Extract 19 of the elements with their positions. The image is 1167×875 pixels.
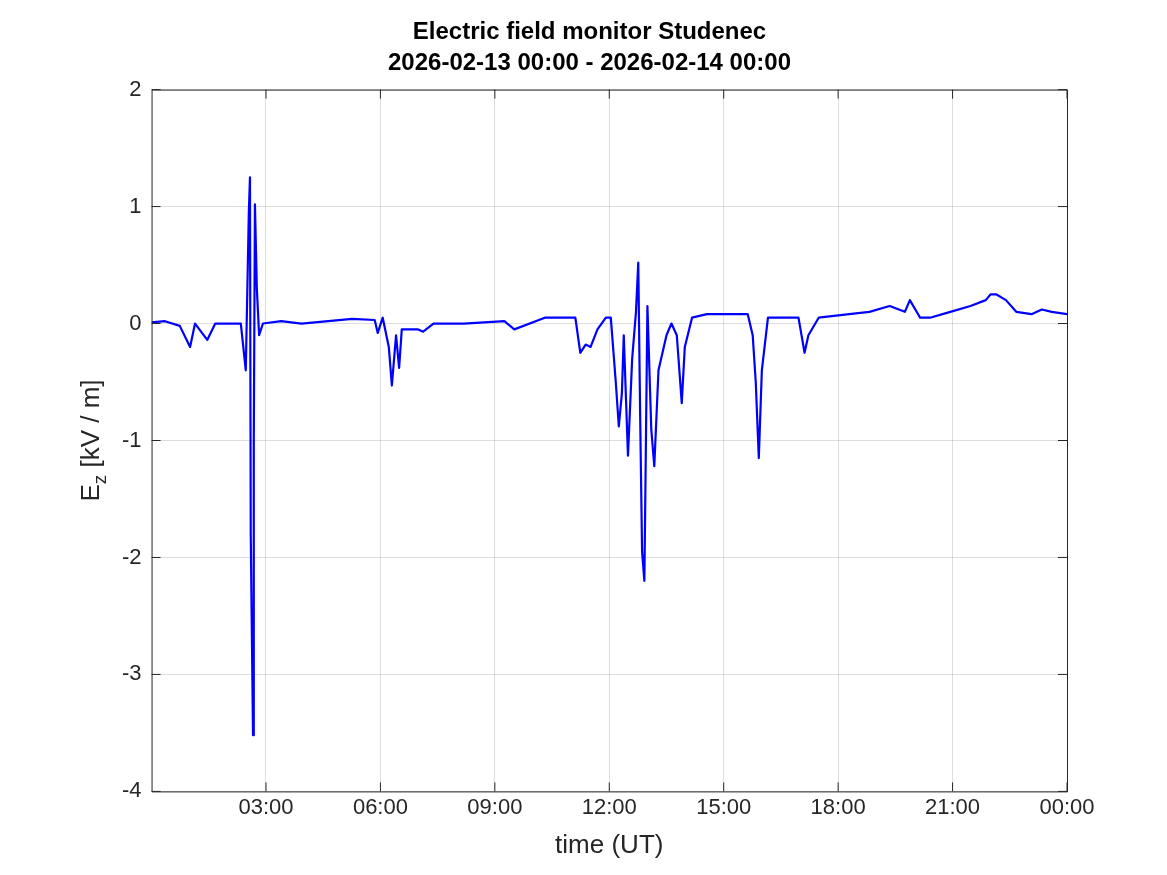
x-tick-label: 09:00 — [467, 793, 523, 819]
x-tick-label: 12:00 — [581, 793, 637, 819]
x-axis-title: time (UT) — [555, 828, 664, 859]
x-tick-label: 00:00 — [1039, 793, 1095, 819]
y-tick-label: -4 — [122, 777, 142, 803]
x-tick-label: 18:00 — [810, 793, 866, 819]
y-axis-title: Ez [kV / m] — [74, 379, 110, 502]
x-tick-label: 03:00 — [238, 793, 294, 819]
chart-subtitle: 2026-02-13 00:00 - 2026-02-14 00:00 — [388, 47, 791, 75]
y-tick-label: 0 — [129, 309, 142, 335]
x-tick-label: 21:00 — [925, 793, 981, 819]
y-tick-label: 1 — [129, 192, 142, 218]
y-tick-label: -3 — [122, 660, 142, 686]
y-tick-label: -2 — [122, 543, 142, 569]
chart-title: Electric field monitor Studenec — [412, 17, 767, 45]
x-tick-label: 15:00 — [696, 793, 752, 819]
y-tick-label: -1 — [122, 426, 142, 452]
x-tick-label: 06:00 — [352, 793, 408, 819]
y-tick-label: 2 — [129, 75, 142, 101]
